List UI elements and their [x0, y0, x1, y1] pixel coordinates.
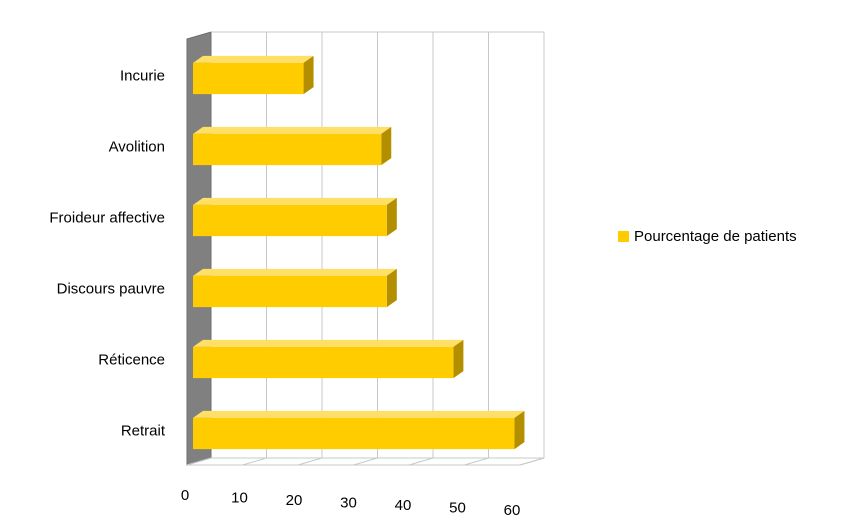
- bar-top-face: [193, 410, 525, 418]
- category-label: Retrait: [121, 423, 166, 440]
- bar-end-face: [386, 197, 397, 237]
- x-tick-label: 0: [181, 487, 189, 504]
- bar-front-face: [193, 417, 515, 450]
- bar-6: [193, 55, 314, 95]
- bar-top-face: [193, 268, 397, 276]
- bar-end-face: [514, 410, 525, 450]
- bar-front-face: [193, 133, 382, 166]
- bar-5: [193, 126, 392, 166]
- legend-label: Pourcentage de patients: [634, 228, 797, 245]
- bar-1: [193, 410, 525, 450]
- x-tick-label: 50: [449, 500, 466, 517]
- category-label: Discours pauvre: [57, 281, 165, 298]
- floor-gridline: [408, 457, 434, 466]
- x-tick-label: 30: [340, 495, 357, 512]
- bars: [193, 55, 525, 450]
- side-wall: [186, 31, 212, 466]
- x-tick-label: 40: [395, 497, 412, 514]
- bar-end-face: [381, 126, 392, 166]
- category-label: Réticence: [98, 352, 165, 369]
- x-axis-tick-labels: 0 10 20 30 40 50 60: [181, 487, 521, 519]
- floor-gridline: [353, 457, 378, 466]
- legend: Pourcentage de patients: [618, 228, 797, 245]
- bar-front-face: [193, 346, 454, 379]
- bar-front-face: [193, 204, 387, 237]
- category-label: Incurie: [120, 68, 165, 85]
- category-label: Avolition: [109, 139, 165, 156]
- category-labels: Incurie Avolition Froideur affective Discou…: [49, 68, 165, 440]
- bar-end-face: [303, 55, 314, 95]
- bar-front-face: [193, 62, 304, 95]
- floor-gridline: [464, 457, 489, 466]
- bar-end-face: [386, 268, 397, 308]
- bar-2: [193, 339, 464, 379]
- bar-top-face: [193, 197, 397, 205]
- floor-gridline: [186, 457, 212, 466]
- bar-front-face: [193, 275, 387, 308]
- bar-3: [193, 268, 397, 308]
- bar-top-face: [193, 339, 464, 347]
- floor-gridline: [297, 457, 323, 466]
- x-tick-label: 10: [231, 490, 248, 507]
- bar-end-face: [453, 339, 464, 379]
- bar-4: [193, 197, 397, 237]
- bar-top-face: [193, 126, 392, 134]
- x-tick-label: 60: [504, 502, 521, 519]
- chart-frame: [186, 31, 545, 466]
- legend-swatch: [618, 231, 629, 242]
- x-tick-label: 20: [286, 492, 303, 509]
- category-label: Froideur affective: [49, 210, 165, 227]
- floor-gridline: [519, 457, 545, 466]
- bar-top-face: [193, 55, 314, 63]
- floor-gridline: [242, 457, 267, 466]
